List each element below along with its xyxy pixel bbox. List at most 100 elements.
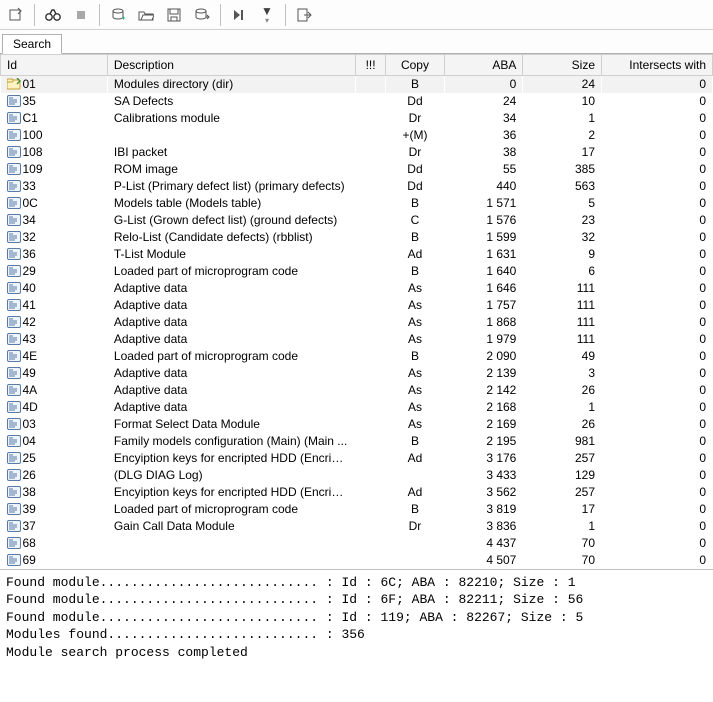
module-icon bbox=[7, 384, 21, 396]
table-row[interactable]: C1Calibrations moduleDr3410 bbox=[1, 110, 713, 127]
tab-search[interactable]: Search bbox=[2, 34, 62, 54]
toolbar-separator bbox=[285, 4, 286, 26]
table-row[interactable]: 04Family models configuration (Main) (Ma… bbox=[1, 433, 713, 450]
module-icon bbox=[7, 282, 21, 294]
cell-id: 109 bbox=[23, 162, 43, 176]
col-intersects[interactable]: Intersects with bbox=[602, 55, 713, 76]
cell-size: 1 bbox=[523, 399, 602, 416]
cell-intersects: 0 bbox=[602, 382, 713, 399]
cell-size: 70 bbox=[523, 535, 602, 552]
toolbar-separator bbox=[220, 4, 221, 26]
table-row[interactable]: 694 507700 bbox=[1, 552, 713, 569]
cell-description: P-List (Primary defect list) (primary de… bbox=[107, 178, 355, 195]
col-size[interactable]: Size bbox=[523, 55, 602, 76]
module-icon bbox=[7, 129, 21, 141]
exit-icon[interactable] bbox=[290, 2, 318, 28]
cell-aba: 1 646 bbox=[444, 280, 523, 297]
col-copy[interactable]: Copy bbox=[386, 55, 444, 76]
cell-size: 26 bbox=[523, 416, 602, 433]
cell-id: 100 bbox=[23, 128, 43, 142]
cell-description: IBI packet bbox=[107, 144, 355, 161]
table-row[interactable]: 4ELoaded part of microprogram codeB2 090… bbox=[1, 348, 713, 365]
refresh-icon[interactable] bbox=[2, 2, 30, 28]
cell-description: SA Defects bbox=[107, 93, 355, 110]
table-row[interactable]: 35SA DefectsDd24100 bbox=[1, 93, 713, 110]
cell-intersects: 0 bbox=[602, 195, 713, 212]
cell-id: 41 bbox=[23, 298, 36, 312]
cell-description: Models table (Models table) bbox=[107, 195, 355, 212]
cell-description: (DLG DIAG Log) bbox=[107, 467, 355, 484]
cell-flag bbox=[355, 229, 385, 246]
table-row[interactable]: 36T-List ModuleAd1 63190 bbox=[1, 246, 713, 263]
table-row[interactable]: 38Encyiption keys for encripted HDD (Enc… bbox=[1, 484, 713, 501]
table-row[interactable]: 39Loaded part of microprogram codeB3 819… bbox=[1, 501, 713, 518]
cell-description: Loaded part of microprogram code bbox=[107, 263, 355, 280]
table-row[interactable]: 108IBI packetDr38170 bbox=[1, 144, 713, 161]
table-row[interactable]: 29Loaded part of microprogram codeB1 640… bbox=[1, 263, 713, 280]
table-row[interactable]: 32Relo-List (Candidate defects) (rbblist… bbox=[1, 229, 713, 246]
table-row[interactable]: 0CModels table (Models table)B1 57150 bbox=[1, 195, 713, 212]
cell-size: 17 bbox=[523, 144, 602, 161]
cell-copy: B bbox=[386, 433, 444, 450]
table-row[interactable]: 26 (DLG DIAG Log)3 4331290 bbox=[1, 467, 713, 484]
open-icon[interactable] bbox=[132, 2, 160, 28]
table-row[interactable]: 03Format Select Data ModuleAs2 169260 bbox=[1, 416, 713, 433]
toolbar: ▼▾ bbox=[0, 0, 713, 30]
cell-copy: As bbox=[386, 314, 444, 331]
table-row[interactable]: 33P-List (Primary defect list) (primary … bbox=[1, 178, 713, 195]
cell-flag bbox=[355, 433, 385, 450]
cell-aba: 55 bbox=[444, 161, 523, 178]
db-export-icon[interactable] bbox=[188, 2, 216, 28]
col-id[interactable]: Id bbox=[1, 55, 108, 76]
table-row[interactable]: 41Adaptive dataAs1 7571110 bbox=[1, 297, 713, 314]
cell-copy: As bbox=[386, 280, 444, 297]
cell-description: Modules directory (dir) bbox=[107, 76, 355, 93]
cell-aba: 38 bbox=[444, 144, 523, 161]
filter-icon[interactable]: ▼▾ bbox=[253, 2, 281, 28]
table-row[interactable]: 109ROM imageDd553850 bbox=[1, 161, 713, 178]
binoculars-icon[interactable] bbox=[39, 2, 67, 28]
cell-aba: 2 169 bbox=[444, 416, 523, 433]
table-row[interactable]: 49Adaptive dataAs2 13930 bbox=[1, 365, 713, 382]
table-row[interactable]: 25Encyiption keys for encripted HDD (Enc… bbox=[1, 450, 713, 467]
stop-icon[interactable] bbox=[67, 2, 95, 28]
table-row[interactable]: 4DAdaptive dataAs2 16810 bbox=[1, 399, 713, 416]
cell-intersects: 0 bbox=[602, 501, 713, 518]
table-row[interactable]: 34G-List (Grown defect list) (ground def… bbox=[1, 212, 713, 229]
cell-copy: C bbox=[386, 212, 444, 229]
cell-size: 981 bbox=[523, 433, 602, 450]
table-row[interactable]: 4AAdaptive dataAs2 142260 bbox=[1, 382, 713, 399]
cell-copy: As bbox=[386, 399, 444, 416]
cell-intersects: 0 bbox=[602, 467, 713, 484]
cell-description: Adaptive data bbox=[107, 399, 355, 416]
col-flag[interactable]: !!! bbox=[355, 55, 385, 76]
cell-flag bbox=[355, 127, 385, 144]
table-row[interactable]: 43Adaptive dataAs1 9791110 bbox=[1, 331, 713, 348]
db-add-icon[interactable] bbox=[104, 2, 132, 28]
save-icon[interactable] bbox=[160, 2, 188, 28]
cell-copy: Dd bbox=[386, 161, 444, 178]
table-row[interactable]: 01Modules directory (dir)B0240 bbox=[1, 76, 713, 93]
table-row[interactable]: 40Adaptive dataAs1 6461110 bbox=[1, 280, 713, 297]
cell-flag bbox=[355, 484, 385, 501]
cell-size: 6 bbox=[523, 263, 602, 280]
table-row[interactable]: 100+(M)3620 bbox=[1, 127, 713, 144]
module-icon bbox=[7, 435, 21, 447]
cell-description: Adaptive data bbox=[107, 297, 355, 314]
cell-description: Adaptive data bbox=[107, 331, 355, 348]
cell-flag bbox=[355, 263, 385, 280]
cell-aba: 1 599 bbox=[444, 229, 523, 246]
cell-aba: 1 576 bbox=[444, 212, 523, 229]
table-row[interactable]: 42Adaptive dataAs1 8681110 bbox=[1, 314, 713, 331]
col-description[interactable]: Description bbox=[107, 55, 355, 76]
cell-description: Family models configuration (Main) (Main… bbox=[107, 433, 355, 450]
table-row[interactable]: 37Gain Call Data ModuleDr3 83610 bbox=[1, 518, 713, 535]
step-icon[interactable] bbox=[225, 2, 253, 28]
cell-description: Adaptive data bbox=[107, 280, 355, 297]
cell-description: Loaded part of microprogram code bbox=[107, 348, 355, 365]
cell-intersects: 0 bbox=[602, 76, 713, 93]
cell-size: 3 bbox=[523, 365, 602, 382]
cell-id: 0C bbox=[23, 196, 38, 210]
col-aba[interactable]: ABA bbox=[444, 55, 523, 76]
table-row[interactable]: 684 437700 bbox=[1, 535, 713, 552]
